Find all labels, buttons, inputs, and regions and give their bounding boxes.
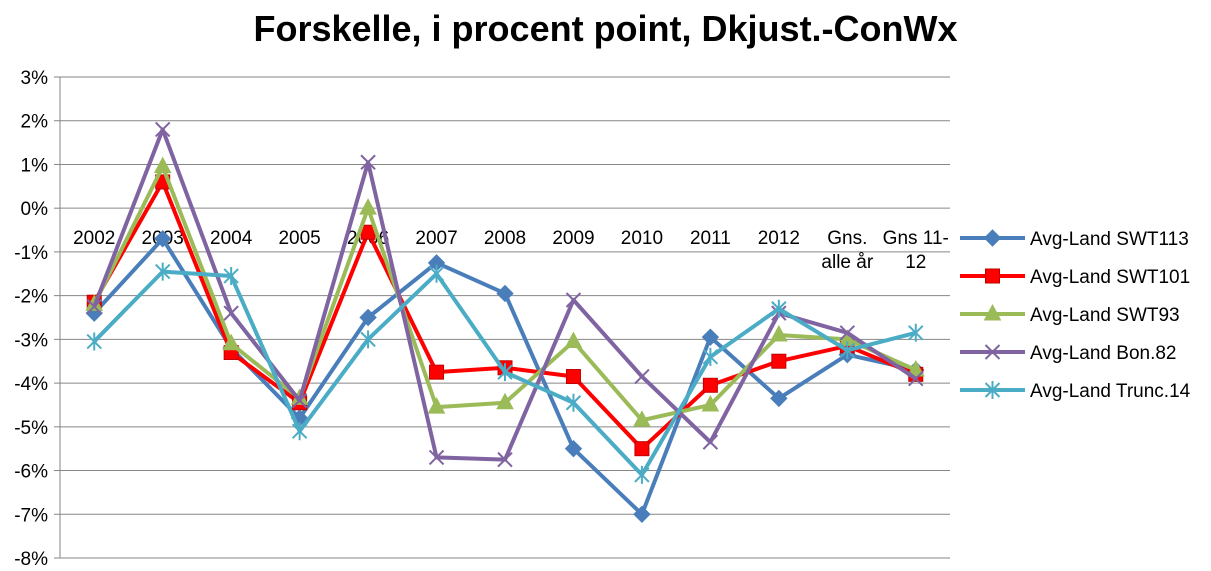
data-point — [222, 333, 240, 351]
legend-marker — [983, 303, 1002, 321]
legend-entry: Avg-Land SWT93 — [960, 303, 1180, 326]
legend-marker — [983, 229, 1002, 247]
series-4 — [86, 262, 924, 484]
legend-label: Avg-Land SWT93 — [1030, 305, 1180, 326]
data-point — [564, 331, 583, 349]
data-point — [839, 341, 856, 360]
gridlines — [60, 76, 950, 559]
x-axis-labels: 2002200320042005200620072008200920102011… — [73, 228, 949, 273]
legend-label: Avg-Land SWT101 — [1030, 267, 1190, 288]
y-tick-label: 2% — [21, 112, 49, 133]
data-point — [359, 308, 377, 327]
series-lines — [85, 121, 925, 523]
series-2 — [85, 156, 925, 427]
legend-label: Avg-Land SWT113 — [1030, 229, 1189, 250]
data-point — [634, 368, 650, 385]
data-point — [633, 410, 651, 427]
x-tick-label: 2012 — [758, 228, 800, 249]
data-point — [154, 262, 171, 281]
data-point — [153, 230, 172, 248]
x-tick-label: 2005 — [278, 228, 320, 249]
y-axis: 3% 2% 1% 0% -1% -2% -3% -4% -5% -6% -7% -8% — [14, 68, 61, 570]
data-point — [223, 305, 239, 321]
data-point — [701, 394, 720, 412]
data-point — [496, 392, 514, 410]
y-tick-label: -2% — [14, 287, 48, 308]
data-point — [634, 465, 650, 484]
legend: Avg-Land SWT113 Avg-Land SWT101 Avg-Land S… — [960, 229, 1191, 402]
data-point — [770, 389, 788, 408]
x-tick-label: 2011 — [690, 228, 731, 249]
data-point — [428, 264, 445, 283]
legend-marker — [984, 381, 1001, 399]
legend-marker — [985, 268, 1000, 284]
legend-entry: Avg-Land Bon.82 — [960, 343, 1177, 364]
chart-title: Forskelle, i procent point, Dkjust.-ConW… — [253, 8, 958, 49]
data-point — [360, 154, 376, 170]
data-point — [565, 369, 581, 385]
data-point — [633, 505, 651, 523]
y-tick-label: -7% — [14, 505, 48, 526]
legend-marker — [984, 344, 1001, 360]
data-point — [634, 441, 650, 457]
data-point — [153, 156, 172, 174]
y-tick-label: -8% — [14, 549, 48, 570]
data-point — [428, 449, 445, 466]
x-tick-label: 2007 — [415, 228, 457, 249]
data-point — [291, 392, 308, 409]
data-point — [906, 359, 925, 377]
data-point — [702, 377, 718, 393]
data-point — [564, 439, 583, 458]
legend-entry: Avg-Land SWT113 — [960, 229, 1189, 250]
y-tick-label: -5% — [14, 418, 48, 439]
data-point — [701, 328, 720, 346]
data-point — [771, 299, 787, 318]
y-tick-label: -3% — [14, 330, 48, 351]
data-point — [497, 451, 513, 468]
data-point — [771, 353, 787, 369]
data-point — [702, 434, 719, 450]
x-tick-label: 2008 — [484, 228, 526, 249]
data-point — [154, 121, 171, 138]
x-tick-label: 2004 — [210, 228, 253, 249]
data-point — [429, 364, 445, 380]
data-point — [839, 325, 856, 341]
data-point — [908, 371, 924, 387]
data-point — [86, 298, 102, 315]
x-tick-label: Gns. alle år — [821, 228, 873, 273]
y-tick-label: 3% — [21, 68, 49, 89]
legend-entry: Avg-Land SWT101 — [960, 267, 1190, 288]
data-point — [702, 347, 719, 366]
data-point — [427, 397, 446, 414]
y-tick-label: -6% — [14, 462, 48, 483]
data-point — [291, 422, 308, 441]
y-tick-label: -1% — [14, 243, 48, 264]
y-tick-label: -4% — [14, 374, 48, 395]
data-point — [359, 198, 377, 215]
y-tick-label: 1% — [21, 155, 49, 176]
data-point — [565, 292, 582, 308]
data-point — [360, 330, 376, 349]
legend-label: Avg-Land Bon.82 — [1030, 343, 1177, 364]
data-point — [496, 284, 514, 303]
x-tick-label: 2010 — [621, 228, 663, 249]
y-tick-label: 0% — [21, 199, 49, 220]
x-tick-label: 2002 — [73, 228, 115, 249]
data-point — [497, 363, 513, 382]
x-tick-label: 2009 — [552, 228, 594, 249]
data-point — [565, 393, 582, 412]
data-point — [86, 332, 102, 351]
data-point — [223, 266, 239, 285]
data-point — [908, 323, 924, 342]
x-tick-label: Gns 11-12 — [883, 228, 949, 273]
data-point — [770, 324, 788, 342]
legend-entry: Avg-Land Trunc.14 — [960, 381, 1191, 402]
legend-label: Avg-Land Trunc.14 — [1030, 381, 1191, 402]
